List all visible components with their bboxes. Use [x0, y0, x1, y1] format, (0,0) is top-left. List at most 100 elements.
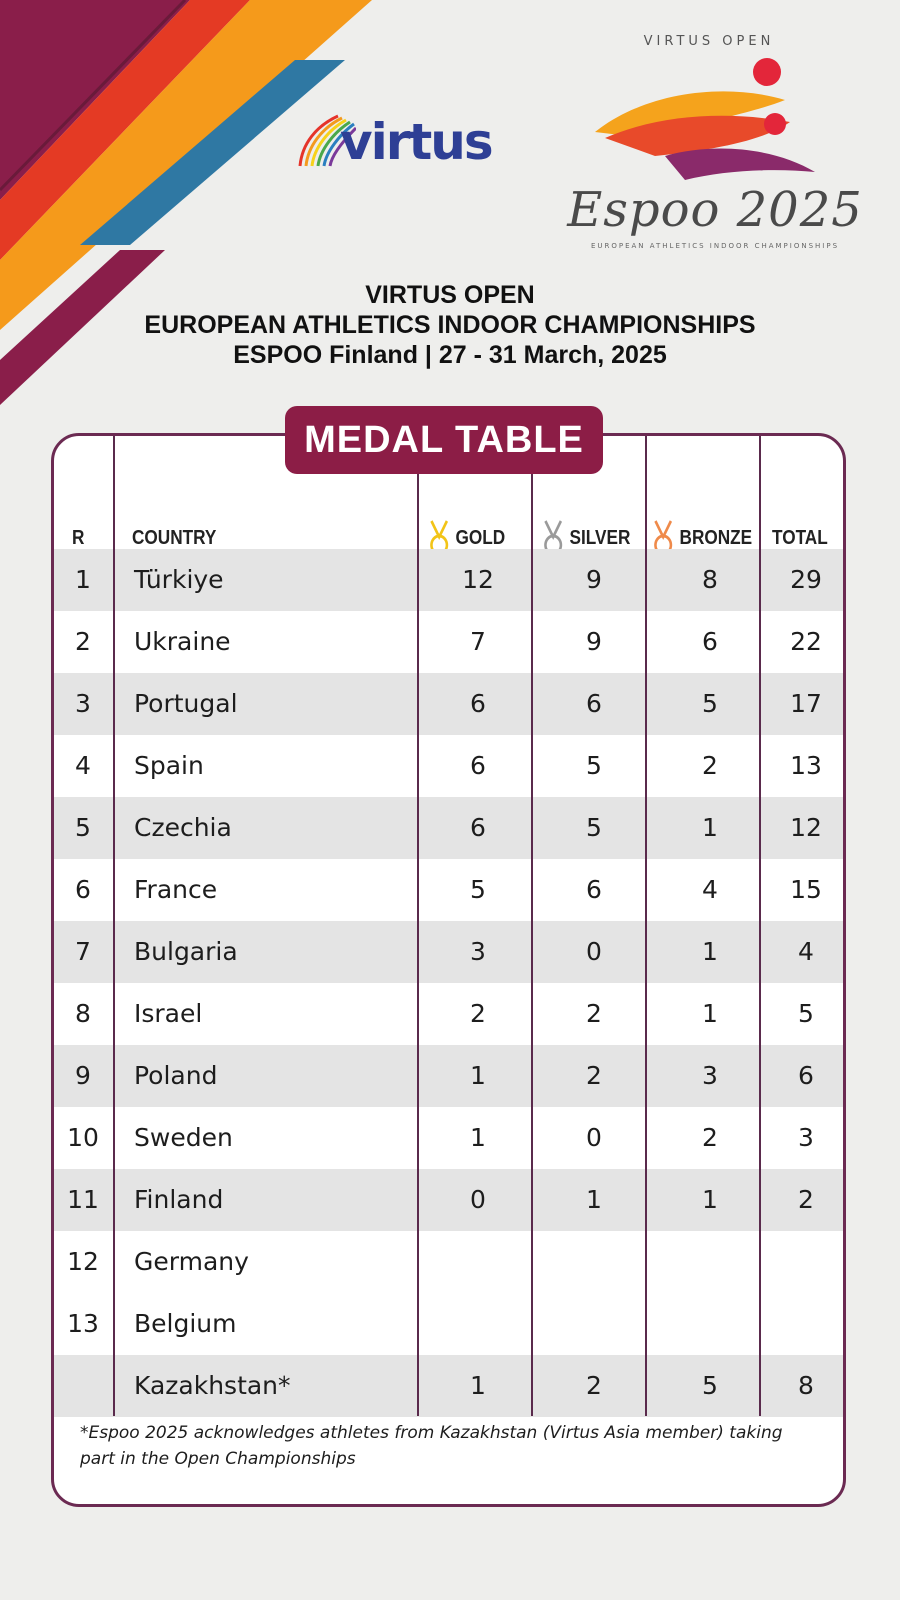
- rank-cell: 13: [67, 1309, 99, 1338]
- gold-cell: 6: [470, 689, 486, 718]
- total-cell: 15: [790, 875, 822, 904]
- header-bronze: BRONZE: [652, 518, 752, 558]
- bronze-cell: 8: [702, 565, 718, 594]
- bronze-cell: 6: [702, 627, 718, 656]
- virtus-swoosh-icon: [298, 114, 358, 167]
- bronze-cell: 5: [702, 1371, 718, 1400]
- gold-cell: 0: [470, 1185, 486, 1214]
- rank-cell: 12: [67, 1247, 99, 1276]
- column-divider: [645, 436, 647, 1416]
- total-cell: 8: [798, 1371, 814, 1400]
- rank-cell: 5: [75, 813, 91, 842]
- gold-cell: [420, 1231, 536, 1293]
- silver-cell: 5: [586, 751, 602, 780]
- table-row: 13 Belgium: [54, 1293, 843, 1355]
- header-silver-label: SILVER: [569, 527, 631, 549]
- silver-cell: 2: [586, 999, 602, 1028]
- silver-cell: 9: [586, 565, 602, 594]
- column-divider: [417, 436, 419, 1416]
- total-cell: [768, 1231, 843, 1293]
- rank-cell: 4: [75, 751, 91, 780]
- country-cell: Israel: [134, 999, 203, 1028]
- kazakhstan-footnote: *Espoo 2025 acknowledges athletes from K…: [80, 1423, 783, 1469]
- gold-cell: 1: [470, 1371, 486, 1400]
- silver-cell: 0: [586, 1123, 602, 1152]
- country-cell: Ukraine: [134, 627, 231, 656]
- total-cell: 5: [798, 999, 814, 1028]
- total-cell: 17: [790, 689, 822, 718]
- total-cell: 4: [798, 937, 814, 966]
- bronze-cell: [652, 1293, 768, 1355]
- total-cell: 13: [790, 751, 822, 780]
- country-cell: Finland: [134, 1185, 224, 1214]
- bronze-cell: 2: [702, 751, 718, 780]
- total-cell: 22: [790, 627, 822, 656]
- table-row: 2 Ukraine 7 9 6 22: [54, 611, 843, 673]
- medal-table-card: R COUNTRY GOLD SILVER BRONZE TOTAL: [51, 433, 846, 1507]
- rank-cell: 1: [75, 565, 91, 594]
- gold-cell: 1: [470, 1061, 486, 1090]
- country-cell: Sweden: [134, 1123, 233, 1152]
- bronze-cell: 3: [702, 1061, 718, 1090]
- total-cell: 3: [798, 1123, 814, 1152]
- gold-cell: 2: [470, 999, 486, 1028]
- header-bronze-label: BRONZE: [679, 527, 753, 549]
- country-cell: Bulgaria: [134, 937, 238, 966]
- gold-cell: [420, 1293, 536, 1355]
- silver-cell: 0: [586, 937, 602, 966]
- table-row: 7 Bulgaria 3 0 1 4: [54, 921, 843, 983]
- heading-line-1: VIRTUS OPEN: [365, 281, 535, 309]
- rank-cell: 6: [75, 875, 91, 904]
- country-cell: Belgium: [134, 1309, 237, 1338]
- silver-cell: 1: [586, 1185, 602, 1214]
- silver-cell: 6: [586, 689, 602, 718]
- table-row: 5 Czechia 6 5 1 12: [54, 797, 843, 859]
- rank-cell: 2: [75, 627, 91, 656]
- rank-cell: 7: [75, 937, 91, 966]
- header-gold: GOLD: [428, 518, 505, 558]
- table-row: 10 Sweden 1 0 2 3: [54, 1107, 843, 1169]
- event-heading: VIRTUS OPEN EUROPEAN ATHLETICS INDOOR CH…: [60, 280, 840, 370]
- column-divider: [531, 436, 533, 1416]
- heading-line-3: ESPOO Finland | 27 - 31 March, 2025: [233, 341, 667, 369]
- header-gold-label: GOLD: [455, 527, 506, 549]
- country-cell: Czechia: [134, 813, 232, 842]
- bronze-cell: 2: [702, 1123, 718, 1152]
- silver-cell: 2: [586, 1371, 602, 1400]
- country-cell: Poland: [134, 1061, 218, 1090]
- column-divider: [113, 436, 115, 1416]
- medal-table-title: MEDAL TABLE: [285, 406, 603, 474]
- gold-cell: 6: [470, 813, 486, 842]
- silver-cell: [536, 1293, 652, 1355]
- gold-cell: 5: [470, 875, 486, 904]
- total-cell: 2: [798, 1185, 814, 1214]
- virtus-logo: virtus: [296, 108, 496, 178]
- espoo-logo-script: Espoo 2025: [567, 182, 863, 238]
- table-row: Kazakhstan* 1 2 5 8: [54, 1355, 843, 1417]
- gold-cell: 7: [470, 627, 486, 656]
- runner-swoosh-icon: [595, 58, 815, 180]
- table-row: 8 Israel 2 2 1 5: [54, 983, 843, 1045]
- decorative-stripes: [0, 0, 372, 405]
- silver-cell: [536, 1231, 652, 1293]
- total-cell: 29: [790, 565, 822, 594]
- total-cell: 6: [798, 1061, 814, 1090]
- table-row: 9 Poland 1 2 3 6: [54, 1045, 843, 1107]
- header-rank: R: [72, 527, 85, 549]
- country-cell: Portugal: [134, 689, 238, 718]
- gold-cell: 6: [470, 751, 486, 780]
- bronze-cell: 5: [702, 689, 718, 718]
- silver-cell: 5: [586, 813, 602, 842]
- country-cell: Türkiye: [134, 565, 224, 594]
- bronze-cell: [652, 1231, 768, 1293]
- rank-cell: 3: [75, 689, 91, 718]
- silver-cell: 9: [586, 627, 602, 656]
- table-row: 1 Türkiye 12 9 8 29: [54, 549, 843, 611]
- bronze-cell: 1: [702, 999, 718, 1028]
- rank-cell: 10: [67, 1123, 99, 1152]
- table-row: 4 Spain 6 5 2 13: [54, 735, 843, 797]
- gold-cell: 1: [470, 1123, 486, 1152]
- gold-cell: 3: [470, 937, 486, 966]
- table-row: 3 Portugal 6 6 5 17: [54, 673, 843, 735]
- espoo-logo-subtitle: EUROPEAN ATHLETICS INDOOR CHAMPIONSHIPS: [590, 242, 840, 250]
